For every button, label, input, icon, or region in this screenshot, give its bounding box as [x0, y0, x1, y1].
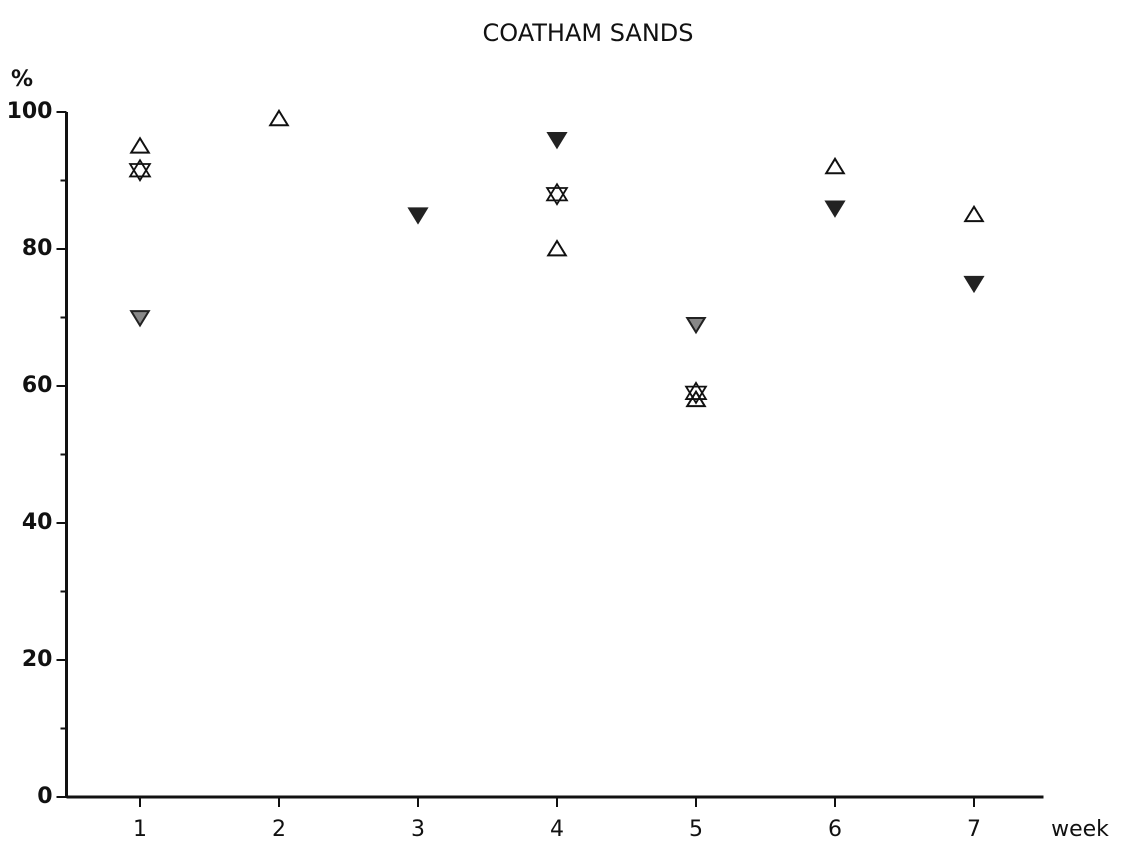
y-tick-label: 60 [22, 373, 53, 398]
marker [129, 310, 151, 328]
marker [546, 239, 568, 257]
y-tick-label: 0 [37, 784, 52, 809]
y-tick-label: 100 [7, 99, 53, 124]
marker [128, 158, 152, 182]
x-tick-label: 1 [133, 817, 147, 841]
x-tick-label: 6 [828, 817, 842, 841]
x-tick-label: 4 [550, 817, 564, 841]
marker [684, 381, 708, 405]
marker [963, 204, 985, 223]
y-tick-label: 80 [22, 236, 53, 261]
y-tick-label: 20 [22, 647, 53, 672]
x-tick-label: 3 [411, 817, 425, 841]
y-axis-label: % [11, 67, 33, 92]
x-tick-label: 2 [272, 817, 286, 841]
marker [546, 132, 568, 150]
y-tick-label: 40 [22, 510, 53, 535]
x-tick-label: 7 [967, 817, 981, 841]
chart-title: COATHAM SANDS [482, 19, 693, 47]
marker [407, 207, 429, 225]
marker [963, 275, 985, 294]
marker [824, 156, 846, 175]
marker [824, 200, 846, 218]
marker [129, 136, 151, 154]
marker [545, 182, 569, 206]
x-axis-label: week [1051, 817, 1109, 841]
x-tick-label: 5 [689, 817, 703, 841]
marker [685, 316, 707, 335]
marker [268, 108, 290, 127]
